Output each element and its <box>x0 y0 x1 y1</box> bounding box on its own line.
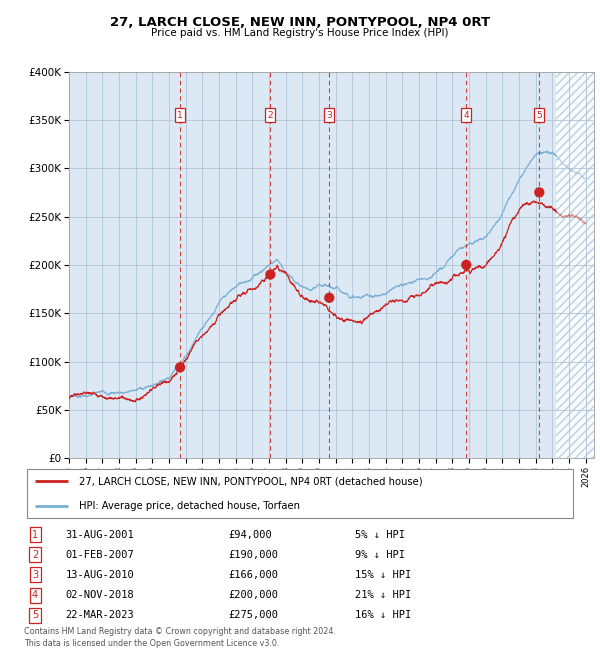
Text: Price paid vs. HM Land Registry's House Price Index (HPI): Price paid vs. HM Land Registry's House … <box>151 28 449 38</box>
Point <box>325 292 334 303</box>
Text: 5: 5 <box>536 111 542 120</box>
Point <box>461 260 471 270</box>
Text: 27, LARCH CLOSE, NEW INN, PONTYPOOL, NP4 0RT (detached house): 27, LARCH CLOSE, NEW INN, PONTYPOOL, NP4… <box>79 476 423 486</box>
Text: 22-MAR-2023: 22-MAR-2023 <box>65 610 134 620</box>
Text: 4: 4 <box>32 590 38 600</box>
Text: 1: 1 <box>177 111 183 120</box>
Text: 2: 2 <box>268 111 273 120</box>
Text: 3: 3 <box>326 111 332 120</box>
Point <box>535 187 544 198</box>
Text: 13-AUG-2010: 13-AUG-2010 <box>65 570 134 580</box>
Text: £94,000: £94,000 <box>228 530 272 540</box>
Text: 4: 4 <box>463 111 469 120</box>
Text: 31-AUG-2001: 31-AUG-2001 <box>65 530 134 540</box>
FancyBboxPatch shape <box>27 469 573 518</box>
Text: 27, LARCH CLOSE, NEW INN, PONTYPOOL, NP4 0RT: 27, LARCH CLOSE, NEW INN, PONTYPOOL, NP4… <box>110 16 490 29</box>
Text: This data is licensed under the Open Government Licence v3.0.: This data is licensed under the Open Gov… <box>24 639 280 648</box>
Text: 16% ↓ HPI: 16% ↓ HPI <box>355 610 412 620</box>
Text: Contains HM Land Registry data © Crown copyright and database right 2024.: Contains HM Land Registry data © Crown c… <box>24 627 336 636</box>
Text: 1: 1 <box>32 530 38 540</box>
Text: 5: 5 <box>32 610 38 620</box>
Text: 3: 3 <box>32 570 38 580</box>
Text: 01-FEB-2007: 01-FEB-2007 <box>65 550 134 560</box>
Text: 9% ↓ HPI: 9% ↓ HPI <box>355 550 405 560</box>
Text: £190,000: £190,000 <box>228 550 278 560</box>
Text: £200,000: £200,000 <box>228 590 278 600</box>
Point <box>266 269 275 280</box>
Bar <box>556 72 594 458</box>
Text: £275,000: £275,000 <box>228 610 278 620</box>
Text: 2: 2 <box>32 550 38 560</box>
Text: 5% ↓ HPI: 5% ↓ HPI <box>355 530 405 540</box>
Text: 15% ↓ HPI: 15% ↓ HPI <box>355 570 412 580</box>
Text: HPI: Average price, detached house, Torfaen: HPI: Average price, detached house, Torf… <box>79 500 300 511</box>
Text: £166,000: £166,000 <box>228 570 278 580</box>
Text: 02-NOV-2018: 02-NOV-2018 <box>65 590 134 600</box>
Text: 21% ↓ HPI: 21% ↓ HPI <box>355 590 412 600</box>
Point <box>175 362 185 372</box>
